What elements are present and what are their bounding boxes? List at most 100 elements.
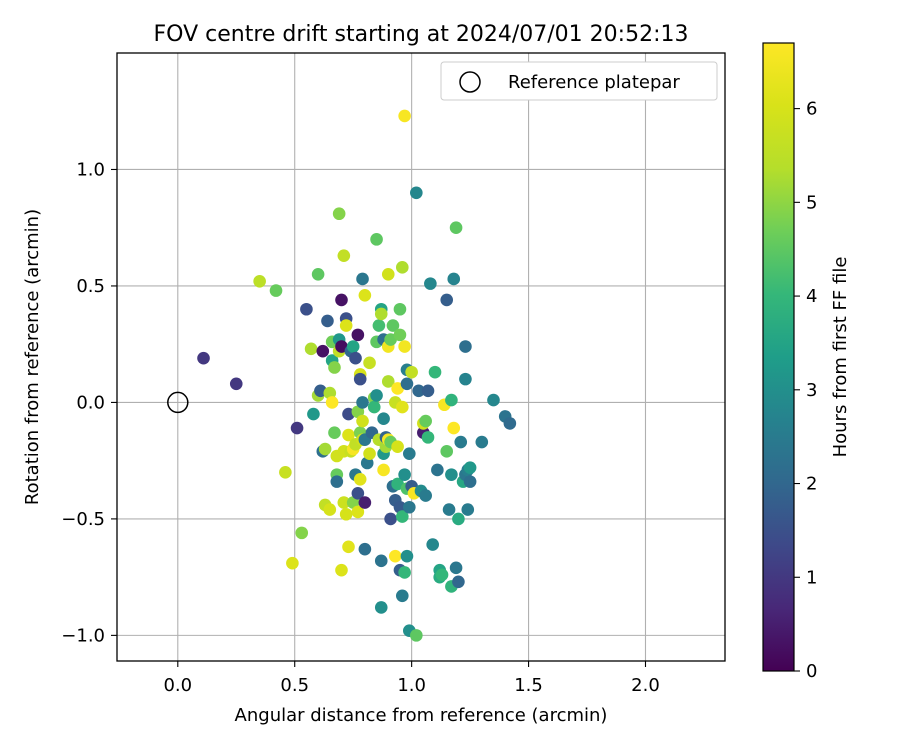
data-point <box>449 221 463 235</box>
legend-reference-marker <box>459 71 481 93</box>
reference-point <box>167 391 189 414</box>
y-axis-ticks: −1.0 −0.5 0.0 0.5 1.0 <box>61 159 117 646</box>
data-point <box>363 356 376 370</box>
data-point <box>395 589 409 603</box>
y-axis-label: Rotation from reference (arcmin) <box>22 209 43 505</box>
data-point <box>440 445 454 458</box>
colorbar <box>762 42 795 672</box>
x-axis-ticks: 0.0 0.5 1.0 1.5 2.0 <box>163 661 660 696</box>
data-point <box>367 400 381 414</box>
data-point <box>419 489 432 502</box>
data-point <box>391 382 404 395</box>
data-point <box>356 414 369 428</box>
data-point <box>339 319 353 332</box>
data-point <box>318 442 332 456</box>
reference-marker <box>167 391 189 414</box>
data-point <box>461 503 475 516</box>
data-point <box>410 629 423 642</box>
data-point <box>377 463 390 477</box>
data-point <box>346 496 360 509</box>
x-axis-label: Angular distance from reference (arcmin) <box>235 705 608 726</box>
colorbar-ticks: 0 1 2 3 4 5 6 <box>794 99 817 682</box>
data-point <box>370 389 383 402</box>
data-point <box>395 510 409 523</box>
data-point <box>323 503 337 516</box>
data-point <box>337 249 351 262</box>
data-point <box>335 340 348 353</box>
x-tick-label: 1.0 <box>397 675 426 696</box>
data-point <box>459 372 472 386</box>
data-point <box>356 272 369 286</box>
data-point <box>405 365 418 379</box>
y-tick-label: 1.0 <box>76 159 105 180</box>
data-point <box>384 333 397 346</box>
data-point <box>316 344 330 358</box>
data-point <box>229 377 243 391</box>
y-tick-label: 0.0 <box>76 392 105 413</box>
data-point <box>440 293 454 307</box>
data-point <box>374 307 388 321</box>
data-point <box>332 207 346 221</box>
data-point <box>321 314 334 328</box>
data-point <box>328 426 341 440</box>
data-point <box>431 463 444 477</box>
x-tick-label: 0.0 <box>163 675 192 696</box>
data-points <box>197 109 517 642</box>
data-point <box>400 377 414 391</box>
legend: Reference platepar <box>440 61 718 101</box>
data-point <box>386 319 400 332</box>
data-point <box>330 475 344 488</box>
data-point <box>363 447 376 460</box>
data-point <box>353 472 367 486</box>
y-tick-label: −1.0 <box>61 625 105 646</box>
data-point <box>342 540 355 554</box>
chart-title: FOV centre drift starting at 2024/07/01 … <box>154 22 689 47</box>
data-point <box>358 542 372 556</box>
y-tick-label: −0.5 <box>61 509 105 530</box>
data-point <box>403 500 416 514</box>
data-point <box>421 431 435 444</box>
data-point <box>384 512 397 526</box>
colorbar-tick-label: 2 <box>806 474 817 495</box>
data-point <box>307 407 320 421</box>
data-point <box>426 538 439 551</box>
x-tick-label: 0.5 <box>280 675 309 696</box>
data-point <box>381 268 395 281</box>
data-point <box>351 505 365 519</box>
data-point <box>337 496 351 509</box>
data-point <box>447 272 461 286</box>
data-point <box>421 384 435 398</box>
data-point <box>400 549 414 563</box>
x-tick-label: 2.0 <box>631 675 660 696</box>
data-point <box>351 328 365 342</box>
data-point <box>412 384 425 398</box>
data-point <box>335 563 348 577</box>
data-point <box>463 461 477 474</box>
data-point <box>398 468 411 481</box>
data-point <box>410 186 423 200</box>
x-tick-label: 1.5 <box>514 675 543 696</box>
data-point <box>342 428 355 442</box>
data-point <box>445 468 458 481</box>
data-point <box>442 503 456 516</box>
data-point <box>424 277 437 290</box>
data-point <box>253 274 266 288</box>
data-point <box>447 421 461 435</box>
data-point <box>377 412 390 426</box>
data-point <box>269 284 283 297</box>
data-point <box>300 302 313 316</box>
data-point <box>395 261 409 274</box>
data-point <box>452 575 465 589</box>
legend-box <box>440 61 718 101</box>
legend-entry-label: Reference platepar <box>508 72 680 93</box>
data-point <box>279 466 292 479</box>
colorbar-tick-label: 4 <box>806 286 817 307</box>
data-point <box>335 293 348 307</box>
data-point <box>346 340 360 353</box>
data-point <box>353 372 367 386</box>
colorbar-tick-label: 3 <box>806 380 817 401</box>
data-point <box>449 561 463 575</box>
data-point <box>381 375 395 388</box>
data-point <box>197 351 210 365</box>
data-point <box>374 554 388 568</box>
